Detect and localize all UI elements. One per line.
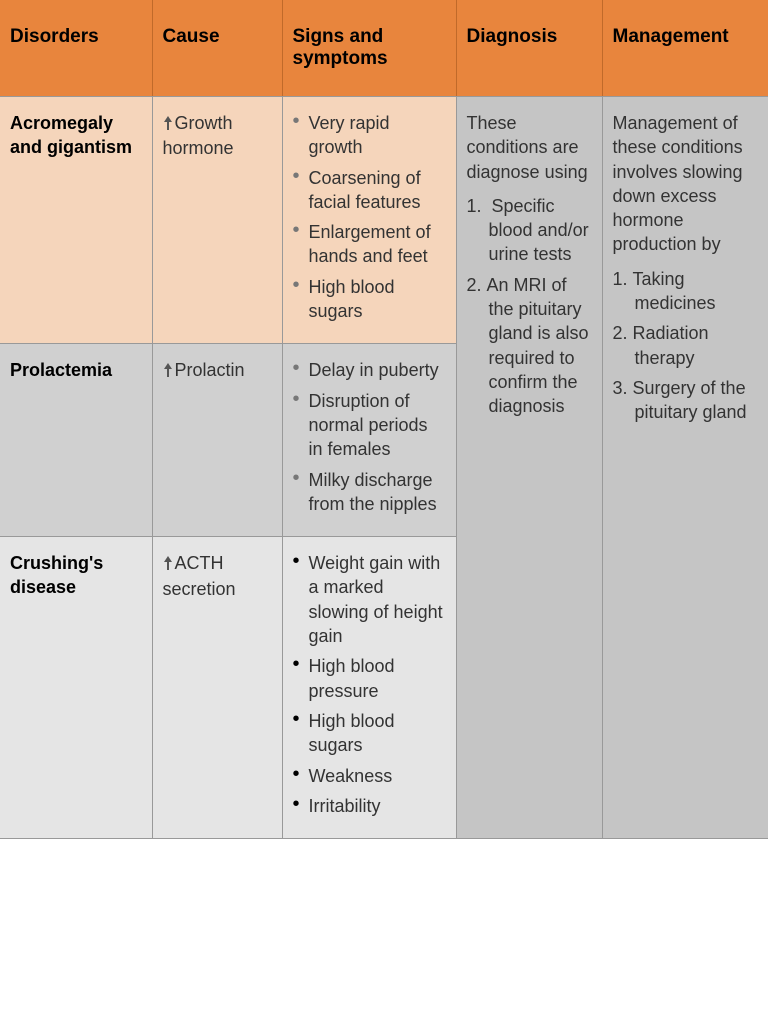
header-disorders: Disorders (0, 0, 152, 97)
diagnosis-item: 2. An MRI of the pituitary gland is also… (467, 273, 592, 419)
management-cell: Management of these conditions involves … (602, 97, 768, 839)
header-cause: Cause (152, 0, 282, 97)
symptom-item: Coarsening of facial features (309, 166, 446, 215)
symptom-item: High blood sugars (309, 709, 446, 758)
table-row: Acromegaly and gigantism Growth hormone … (0, 97, 768, 344)
cause-cell: Growth hormone (152, 97, 282, 344)
symptoms-cell: Delay in puberty Disruption of normal pe… (282, 344, 456, 537)
up-arrow-icon (163, 552, 175, 576)
cause-cell: Prolactin (152, 344, 282, 537)
symptom-item: Milky discharge from the nipples (309, 468, 446, 517)
management-item: 2. Radiation therapy (613, 321, 758, 370)
cause-cell: ACTH secretion (152, 537, 282, 839)
diagnosis-item: 1. Specific blood and/or urine tests (467, 194, 592, 267)
header-row: Disorders Cause Signs and symptoms Diagn… (0, 0, 768, 97)
header-management: Management (602, 0, 768, 97)
symptoms-cell: Very rapid growth Coarsening of facial f… (282, 97, 456, 344)
disorder-name: Acromegaly and gigantism (0, 97, 152, 344)
up-arrow-icon (163, 112, 175, 136)
symptom-item: Very rapid growth (309, 111, 446, 160)
disorders-table: Disorders Cause Signs and symptoms Diagn… (0, 0, 768, 839)
symptom-item: Delay in puberty (309, 358, 446, 382)
disorder-name: Prolactemia (0, 344, 152, 537)
cause-text: Prolactin (175, 360, 245, 380)
header-diagnosis: Diagnosis (456, 0, 602, 97)
symptoms-cell: Weight gain with a marked slowing of hei… (282, 537, 456, 839)
management-intro: Management of these conditions involves … (613, 111, 758, 257)
header-signs: Signs and symptoms (282, 0, 456, 97)
disorder-name: Crushing's disease (0, 537, 152, 839)
symptom-item: Enlargement of hands and feet (309, 220, 446, 269)
diagnosis-intro: These conditions are diagnose using (467, 111, 592, 184)
symptom-item: Disruption of normal periods in females (309, 389, 446, 462)
symptom-item: Weight gain with a marked slowing of hei… (309, 551, 446, 648)
management-item: 3. Surgery of the pituitary gland (613, 376, 758, 425)
symptom-item: High blood sugars (309, 275, 446, 324)
symptom-item: Irritability (309, 794, 446, 818)
symptom-item: High blood pressure (309, 654, 446, 703)
management-item: 1. Taking medicines (613, 267, 758, 316)
diagnosis-cell: These conditions are diagnose using 1. S… (456, 97, 602, 839)
symptom-item: Weakness (309, 764, 446, 788)
up-arrow-icon (163, 359, 175, 383)
